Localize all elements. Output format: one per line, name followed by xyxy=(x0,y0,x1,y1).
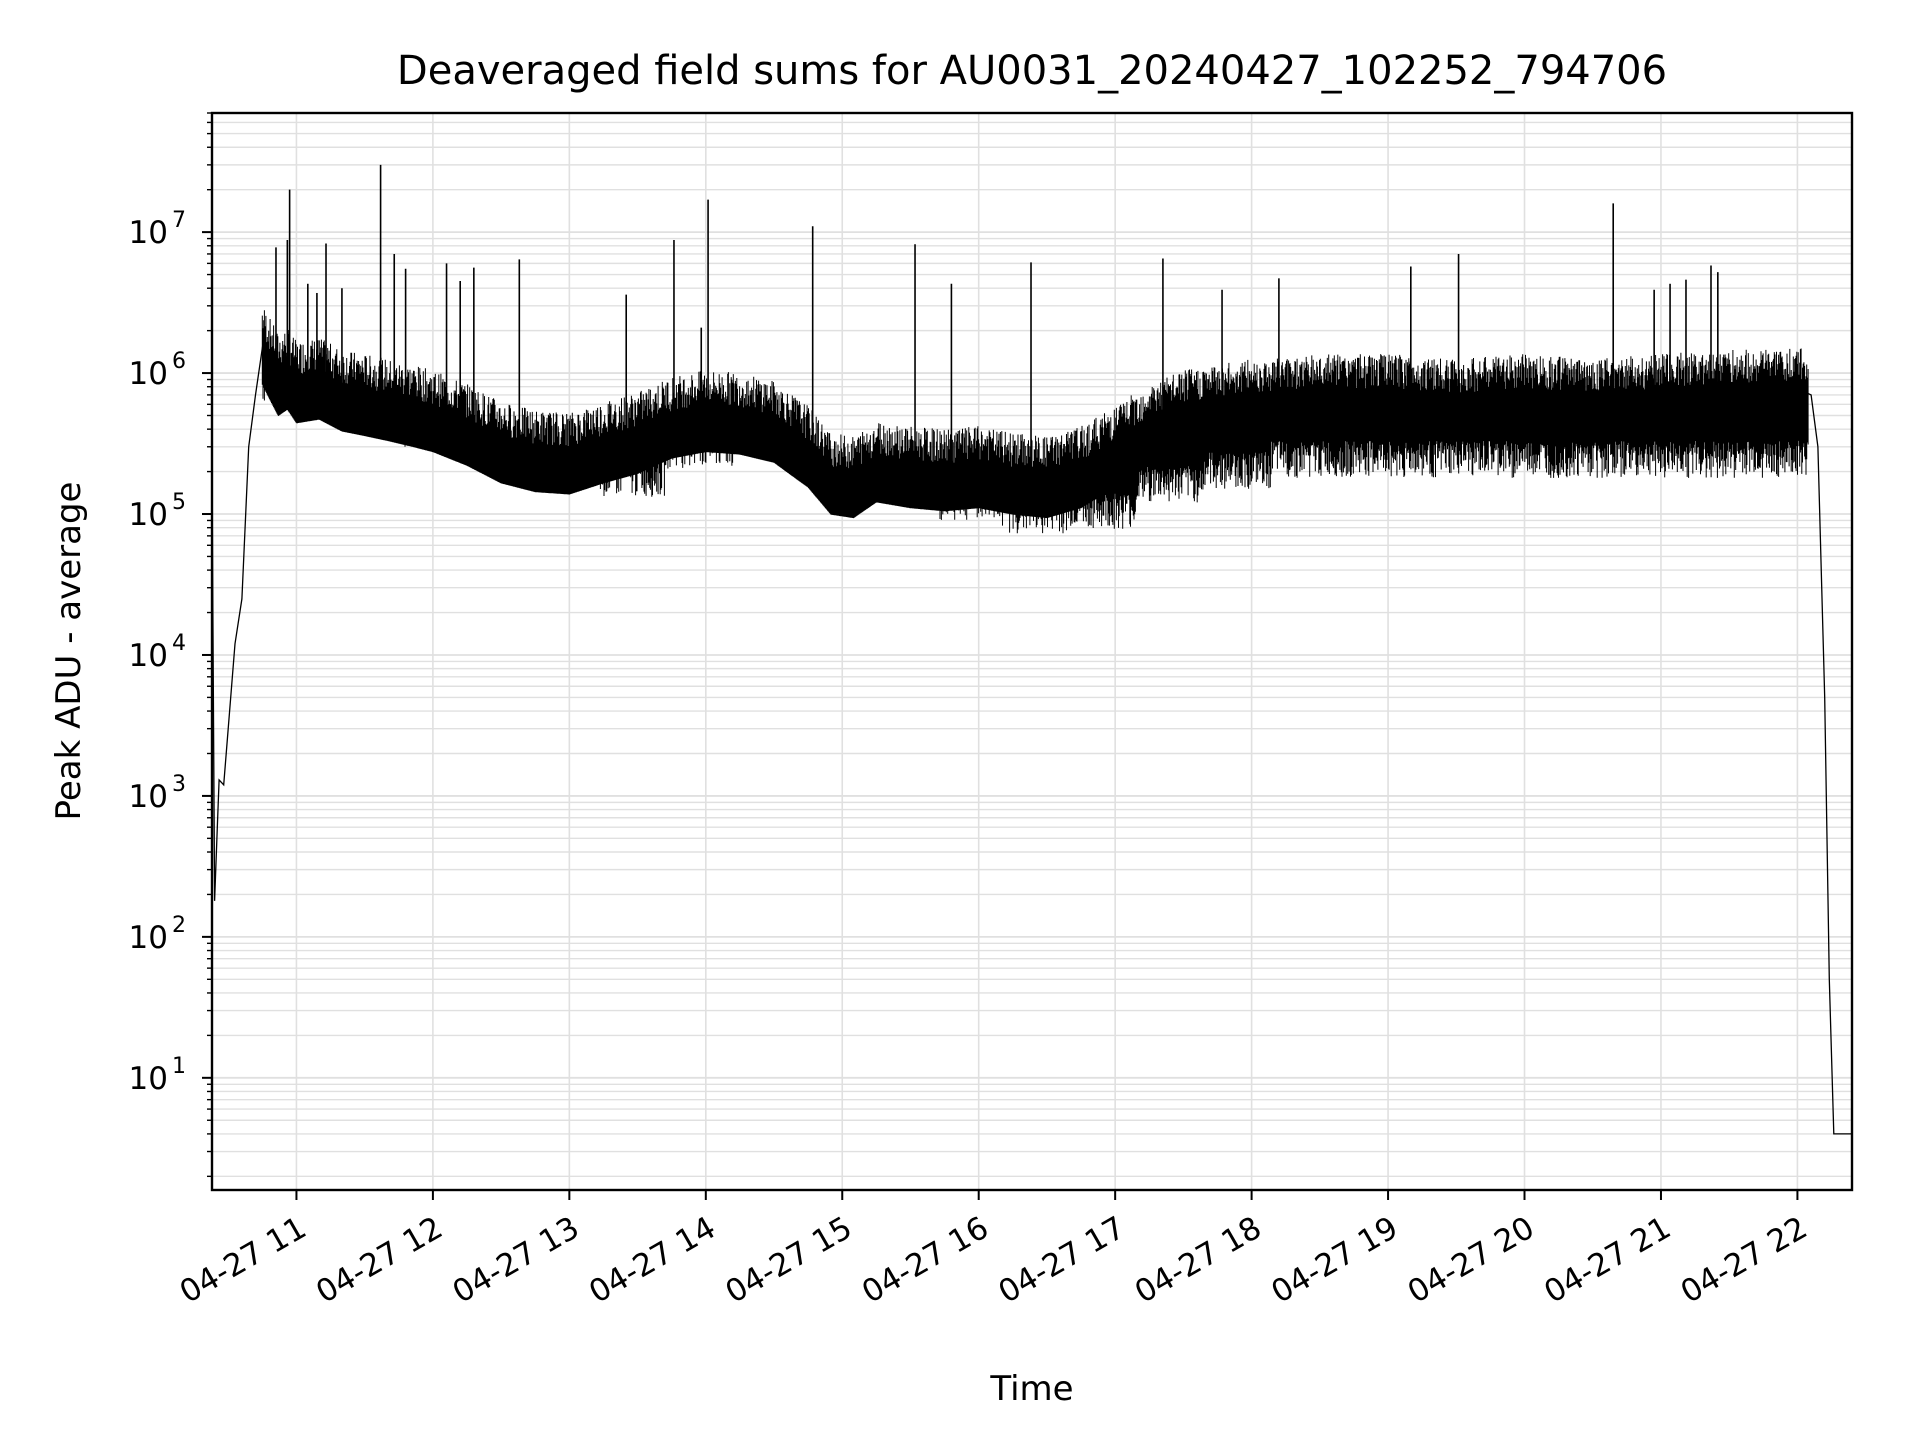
y-tick-label: 10 xyxy=(129,215,168,251)
grid xyxy=(212,112,1852,1190)
y-tick-exponent: 7 xyxy=(172,208,186,233)
y-tick-exponent: 1 xyxy=(172,1054,186,1079)
series-spikes xyxy=(275,164,1719,480)
y-tick-label: 10 xyxy=(129,1061,168,1097)
x-axis-label: Time xyxy=(989,1369,1073,1409)
y-tick-exponent: 2 xyxy=(172,913,186,938)
plot-frame xyxy=(210,111,1854,1192)
y-tick-exponent: 4 xyxy=(172,631,186,656)
y-tick-exponent: 5 xyxy=(172,490,186,515)
series-noise xyxy=(261,310,1809,534)
y-axis-label: Peak ADU - average xyxy=(49,482,89,821)
y-tick-label: 10 xyxy=(129,356,168,392)
noise-band xyxy=(261,310,1809,534)
y-tick-exponent: 6 xyxy=(172,349,186,374)
y-tick-label: 10 xyxy=(129,638,168,674)
chart-title: Deaveraged field sums for AU0031_2024042… xyxy=(397,48,1667,94)
y-tick-label: 10 xyxy=(129,497,168,533)
y-tick-exponent: 3 xyxy=(172,772,186,797)
y-tick-label: 10 xyxy=(129,920,168,956)
y-tick-label: 10 xyxy=(129,779,168,815)
plot-area xyxy=(211,164,1852,1187)
